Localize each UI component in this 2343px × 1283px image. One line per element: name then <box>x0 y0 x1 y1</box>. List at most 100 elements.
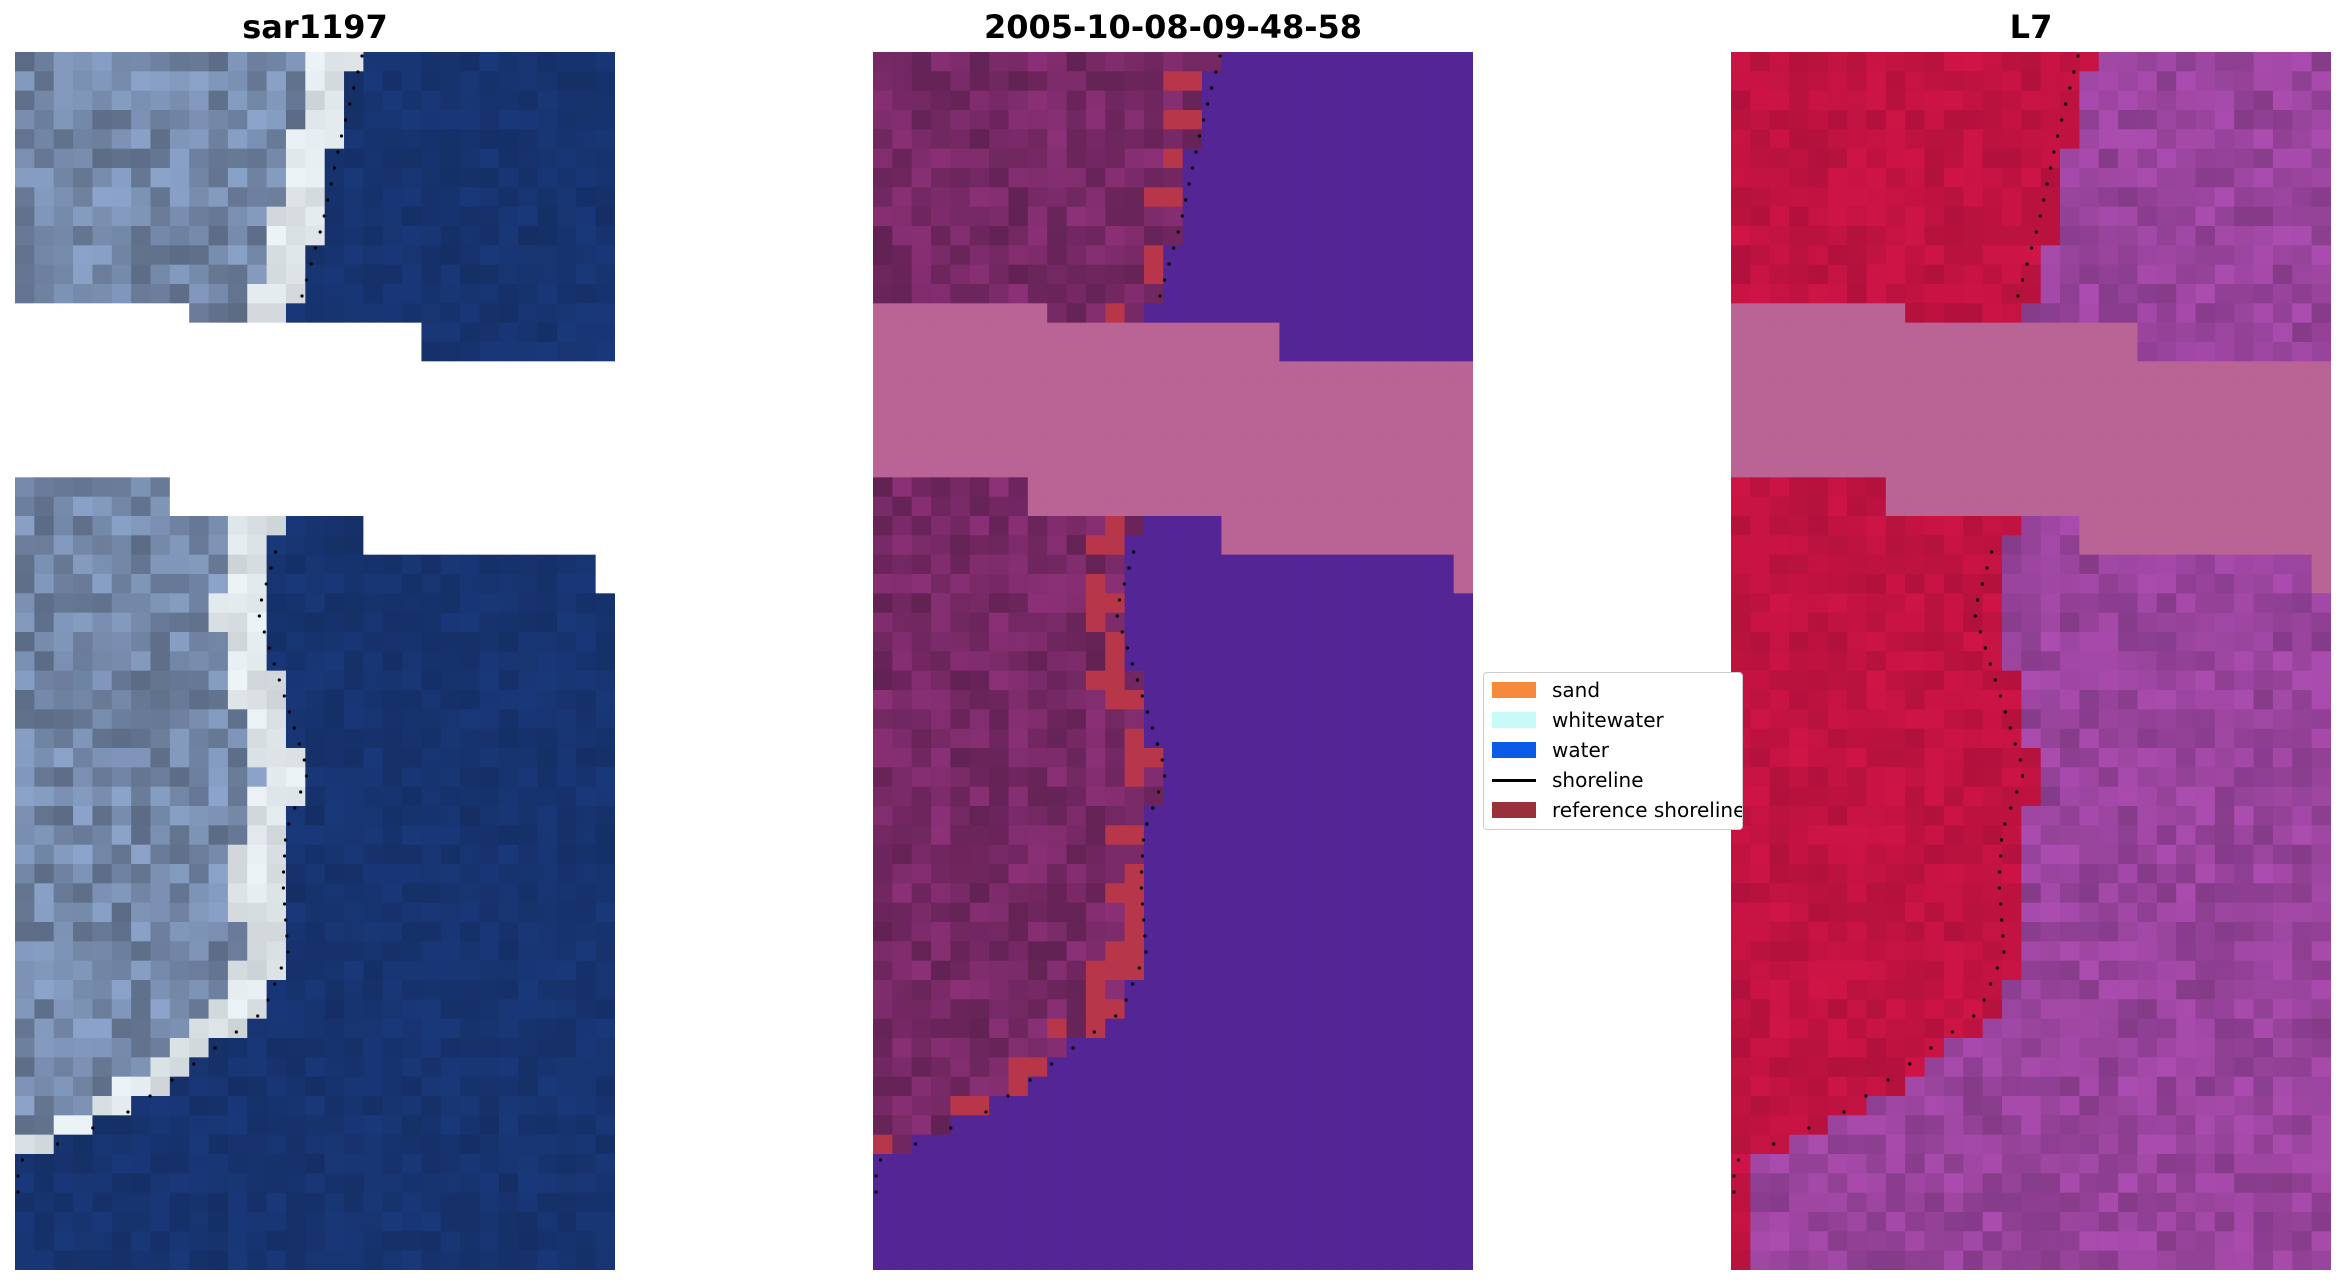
image-pixel <box>305 458 326 478</box>
image-pixel <box>1356 1115 1377 1136</box>
image-pixel <box>2234 322 2255 343</box>
image-pixel <box>1027 342 1048 362</box>
image-pixel <box>1182 1154 1203 1174</box>
shoreline-dot <box>1184 198 1188 202</box>
image-pixel <box>2195 477 2216 498</box>
image-pixel <box>150 999 171 1020</box>
image-pixel <box>1982 380 2003 401</box>
image-pixel <box>892 786 913 807</box>
image-pixel <box>363 342 384 362</box>
image-pixel <box>911 1231 932 1252</box>
image-pixel <box>73 535 94 556</box>
image-pixel <box>911 361 932 382</box>
image-pixel <box>247 844 268 865</box>
image-pixel <box>402 574 423 594</box>
image-pixel <box>440 999 461 1020</box>
image-pixel <box>1943 342 1964 362</box>
image-pixel <box>1376 129 1397 150</box>
image-pixel <box>111 303 132 324</box>
image-pixel <box>595 574 615 594</box>
image-pixel <box>1395 380 1416 401</box>
image-pixel <box>1414 844 1435 865</box>
image-pixel <box>2060 342 2080 362</box>
image-pixel <box>2234 168 2255 188</box>
image-pixel <box>305 129 326 150</box>
image-pixel <box>2176 264 2197 285</box>
image-pixel <box>2292 71 2313 92</box>
image-pixel <box>92 748 113 768</box>
image-pixel <box>15 1134 35 1155</box>
image-pixel <box>1395 535 1416 556</box>
image-pixel <box>1789 52 1810 72</box>
image-pixel <box>1279 1173 1300 1194</box>
image-pixel <box>556 1096 577 1116</box>
image-pixel <box>402 438 423 459</box>
image-pixel <box>2098 52 2119 72</box>
image-pixel <box>1066 1173 1087 1194</box>
image-pixel <box>1124 748 1145 768</box>
image-pixel <box>2311 458 2331 478</box>
image-pixel <box>1750 535 1771 556</box>
image-pixel <box>92 284 113 304</box>
image-pixel <box>1982 303 2003 324</box>
image-pixel <box>1414 516 1435 536</box>
image-pixel <box>1453 709 1473 730</box>
image-pixel <box>344 902 364 923</box>
image-pixel <box>363 206 384 227</box>
image-pixel <box>1027 168 1048 188</box>
image-pixel <box>15 883 35 904</box>
image-pixel <box>92 825 113 846</box>
image-pixel <box>1731 322 1751 343</box>
image-pixel <box>1240 71 1261 92</box>
image-pixel <box>950 71 971 92</box>
image-pixel <box>169 1096 190 1116</box>
image-pixel <box>1066 226 1087 246</box>
image-pixel <box>131 902 152 923</box>
image-pixel <box>1789 129 1810 150</box>
image-pixel <box>1027 632 1048 652</box>
image-pixel <box>1066 574 1087 594</box>
image-pixel <box>1434 554 1455 575</box>
image-pixel <box>1789 554 1810 575</box>
image-pixel <box>1279 786 1300 807</box>
image-pixel <box>2292 129 2313 150</box>
image-pixel <box>305 1038 326 1058</box>
image-pixel <box>1105 129 1126 150</box>
image-pixel <box>498 90 519 111</box>
image-pixel <box>2060 612 2080 633</box>
image-pixel <box>382 1250 403 1270</box>
image-pixel <box>324 264 345 285</box>
image-pixel <box>285 709 306 730</box>
image-pixel <box>1769 477 1790 498</box>
image-pixel <box>576 168 597 188</box>
image-pixel <box>73 361 94 382</box>
image-pixel <box>189 922 210 942</box>
image-pixel <box>150 245 171 266</box>
image-pixel <box>227 52 248 72</box>
image-pixel <box>440 941 461 962</box>
image-pixel <box>305 864 326 884</box>
image-pixel <box>324 1250 345 1270</box>
image-pixel <box>1105 554 1126 575</box>
image-pixel <box>208 554 229 575</box>
image-pixel <box>247 1018 268 1039</box>
image-pixel <box>34 632 55 652</box>
image-pixel <box>1963 419 1984 440</box>
image-pixel <box>2021 535 2042 556</box>
image-pixel <box>266 1192 287 1213</box>
image-pixel <box>2098 110 2119 130</box>
image-pixel <box>247 516 268 536</box>
image-pixel <box>1163 980 1184 1000</box>
image-pixel <box>363 1250 384 1270</box>
image-pixel <box>460 670 481 691</box>
image-pixel <box>53 941 74 962</box>
image-pixel <box>92 922 113 942</box>
image-pixel <box>2253 226 2274 246</box>
image-pixel <box>1434 477 1455 498</box>
image-pixel <box>873 1250 893 1270</box>
image-pixel <box>266 902 287 923</box>
image-pixel <box>1789 110 1810 130</box>
image-pixel <box>1376 380 1397 401</box>
image-pixel <box>1105 1173 1126 1194</box>
image-pixel <box>131 593 152 614</box>
